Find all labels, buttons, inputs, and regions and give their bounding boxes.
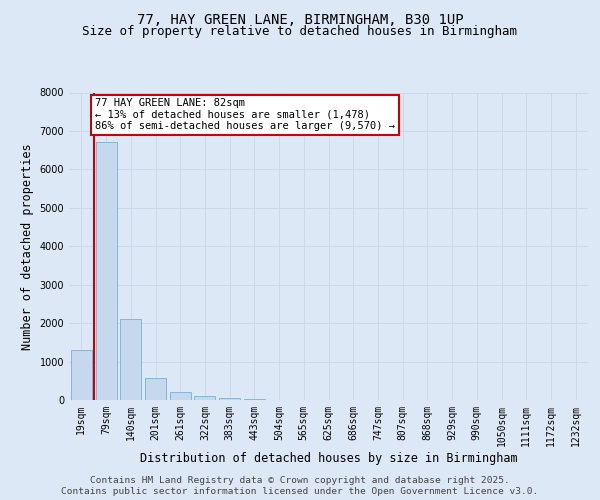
Bar [95, 142, 116, 400]
Bar [71, 350, 92, 400]
Text: 77 HAY GREEN LANE: 82sqm
← 13% of detached houses are smaller (1,478)
86% of sem: 77 HAY GREEN LANE: 82sqm ← 13% of detach… [95, 98, 395, 132]
Y-axis label: Number of detached properties: Number of detached properties [21, 143, 34, 350]
Bar [120, 320, 141, 400]
Text: Size of property relative to detached houses in Birmingham: Size of property relative to detached ho… [83, 25, 517, 38]
Text: Contains public sector information licensed under the Open Government Licence v3: Contains public sector information licen… [61, 488, 539, 496]
Bar [194, 396, 215, 400]
Bar [219, 398, 240, 400]
X-axis label: Distribution of detached houses by size in Birmingham: Distribution of detached houses by size … [140, 452, 517, 464]
Text: 77, HAY GREEN LANE, BIRMINGHAM, B30 1UP: 77, HAY GREEN LANE, BIRMINGHAM, B30 1UP [137, 12, 463, 26]
Text: Contains HM Land Registry data © Crown copyright and database right 2025.: Contains HM Land Registry data © Crown c… [90, 476, 510, 485]
Bar [145, 378, 166, 400]
Bar [244, 399, 265, 400]
Bar [170, 392, 191, 400]
